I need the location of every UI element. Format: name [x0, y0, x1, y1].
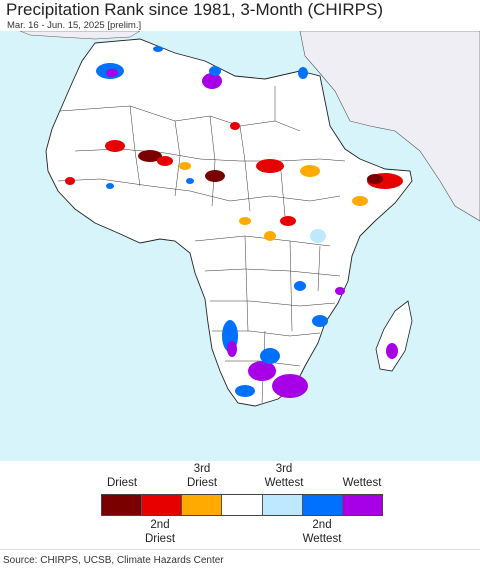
- madagascar: [375, 300, 413, 372]
- legend-label-2nd-driest: 2nd Driest: [138, 518, 182, 546]
- country-borders: [57, 86, 346, 404]
- legend-label-2nd-wettest: 2nd Wettest: [296, 518, 348, 546]
- legend-swatch-driest: [102, 495, 143, 515]
- source-credit: Source: CHIRPS, UCSB, Climate Hazards Ce…: [3, 555, 224, 566]
- legend-color-bar: [101, 494, 383, 516]
- legend-label-driest: Driest: [106, 477, 138, 489]
- legend-swatch-normal: [222, 495, 263, 515]
- legend-label-2nd-driest-line2: Driest: [144, 533, 176, 545]
- legend-label-3rd-wettest-line1: 3rd: [275, 463, 293, 475]
- legend-label-3rd-wettest: 3rd Wettest: [258, 462, 310, 490]
- legend-label-wettest: Wettest: [342, 477, 382, 489]
- legend-label-3rd-driest-line2: Driest: [186, 477, 218, 489]
- date-range-subtitle: Mar. 16 - Jun. 15, 2025 [prelim.]: [7, 20, 142, 31]
- europe-strip: [19, 31, 141, 40]
- legend-swatch-wettest: [342, 495, 382, 515]
- legend-label-2nd-wettest-line2: Wettest: [302, 533, 342, 545]
- footer-divider: [0, 549, 480, 550]
- outside-region: [299, 31, 480, 222]
- legend-label-2nd-driest-line1: 2nd: [150, 519, 170, 531]
- legend-label-3rd-wettest-line2: Wettest: [264, 477, 304, 489]
- legend-swatch-3rd-wettest: [262, 495, 303, 515]
- africa-precipitation-map: [0, 31, 480, 461]
- legend-swatch-2nd-driest: [142, 495, 183, 515]
- legend-swatch-2nd-wettest: [302, 495, 343, 515]
- legend-label-3rd-driest: 3rd Driest: [180, 462, 224, 490]
- legend-swatch-3rd-driest: [182, 495, 223, 515]
- precipitation-patches: [65, 46, 403, 398]
- legend-label-3rd-driest-line1: 3rd: [193, 463, 211, 475]
- page-title: Precipitation Rank since 1981, 3-Month (…: [6, 0, 383, 19]
- legend-label-2nd-wettest-line1: 2nd: [312, 519, 332, 531]
